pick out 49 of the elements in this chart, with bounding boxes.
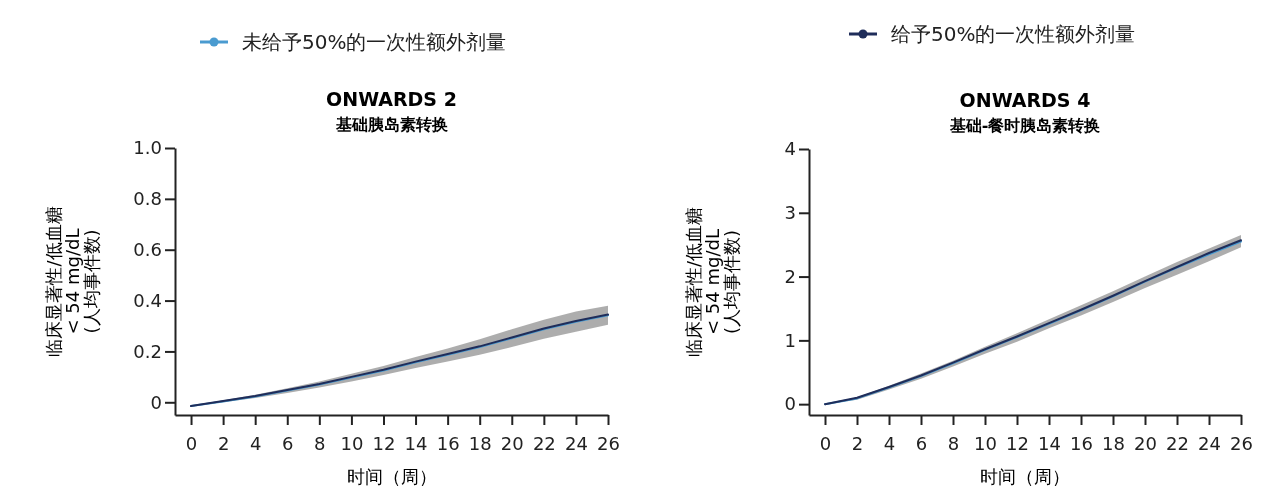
chart-subtitle: 基础-餐时胰岛素转换 bbox=[948, 116, 1101, 135]
chart-title: ONWARDS 4 bbox=[959, 89, 1091, 111]
legend-label: 未给予50%的一次性额外剂量 bbox=[242, 30, 507, 54]
x-tick-label: 26 bbox=[1230, 432, 1253, 454]
y-tick-label: 0.6 bbox=[133, 238, 162, 260]
y-tick-label: 2 bbox=[784, 265, 796, 287]
y-tick-label: 1.0 bbox=[133, 137, 162, 159]
legend-label: 给予50%的一次性额外剂量 bbox=[891, 22, 1136, 46]
x-tick-label: 18 bbox=[468, 432, 492, 454]
y-tick-label: 0.8 bbox=[133, 188, 162, 210]
x-tick-label: 4 bbox=[249, 432, 262, 454]
y-axis-title: 临床显著性/低血糖 < 54 mg/dL (人均事件数) bbox=[43, 206, 102, 357]
x-tick-label: 14 bbox=[1038, 432, 1061, 454]
x-tick-label: 22 bbox=[532, 432, 556, 454]
chart-title: ONWARDS 2 bbox=[326, 88, 457, 110]
x-tick-label: 16 bbox=[1070, 432, 1093, 454]
x-tick-label: 20 bbox=[1134, 432, 1157, 454]
x-tick-label: 22 bbox=[1166, 432, 1189, 454]
x-tick-label: 26 bbox=[597, 432, 620, 454]
y-tick-label: 3 bbox=[784, 202, 796, 224]
x-axis-title: 时间（周） bbox=[980, 466, 1070, 487]
x-tick-label: 14 bbox=[404, 432, 428, 454]
x-tick-label: 2 bbox=[851, 432, 864, 454]
x-tick-label: 10 bbox=[974, 432, 997, 454]
x-tick-label: 24 bbox=[564, 432, 588, 454]
y-tick-label: 0.4 bbox=[133, 289, 162, 311]
y-tick-label: 0 bbox=[150, 391, 162, 413]
x-tick-label: 6 bbox=[915, 432, 928, 454]
x-tick-label: 12 bbox=[1006, 432, 1029, 454]
x-tick-label: 24 bbox=[1198, 432, 1221, 454]
x-tick-label: 10 bbox=[340, 432, 364, 454]
chart-subtitle: 基础胰岛素转换 bbox=[334, 115, 448, 134]
x-tick-label: 16 bbox=[436, 432, 460, 454]
x-axis-title: 时间（周） bbox=[346, 466, 437, 487]
y-axis-title: 临床显著性/低血糖 < 54 mg/dL (人均事件数) bbox=[683, 206, 742, 358]
x-tick-label: 0 bbox=[185, 432, 198, 454]
x-tick-label: 12 bbox=[372, 432, 396, 454]
x-tick-label: 8 bbox=[947, 432, 960, 454]
x-tick-label: 8 bbox=[314, 432, 326, 454]
x-tick-label: 0 bbox=[819, 432, 832, 454]
y-tick-label: 0.2 bbox=[133, 340, 162, 362]
y-tick-label: 1 bbox=[784, 329, 796, 351]
x-tick-label: 20 bbox=[500, 432, 524, 454]
y-tick-label: 0 bbox=[784, 393, 796, 415]
x-tick-label: 18 bbox=[1102, 432, 1125, 454]
x-tick-label: 2 bbox=[217, 432, 230, 454]
y-tick-label: 4 bbox=[784, 138, 796, 160]
x-tick-label: 4 bbox=[883, 432, 896, 454]
x-tick-label: 6 bbox=[282, 432, 294, 454]
